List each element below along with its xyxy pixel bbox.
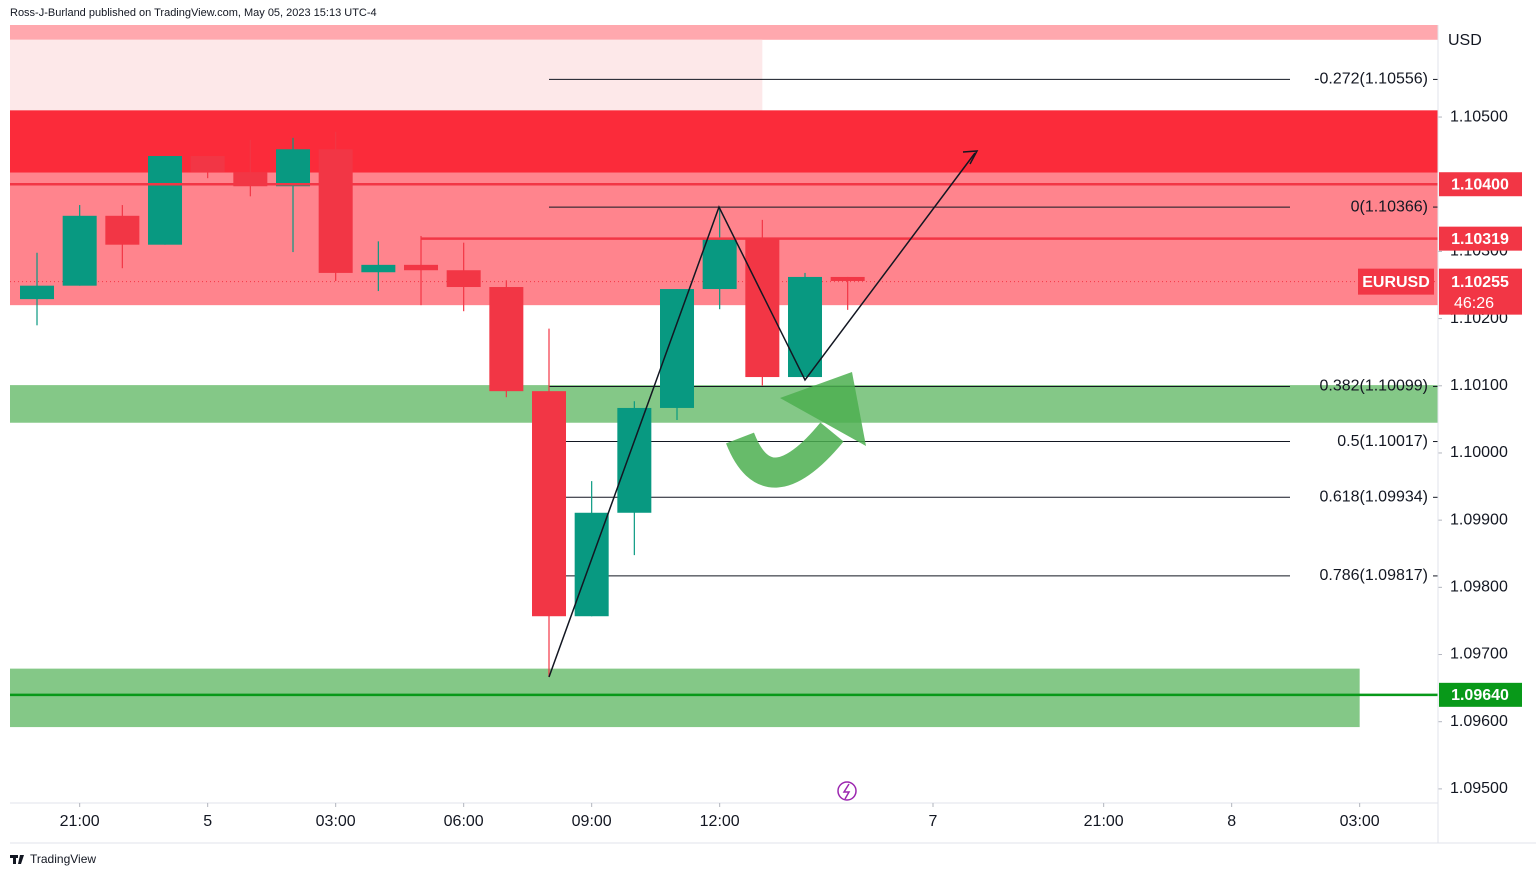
countdown: 46:26 xyxy=(1454,295,1494,312)
last-price-tag xyxy=(1439,268,1522,315)
candle-body xyxy=(276,149,311,187)
logo-part xyxy=(13,855,16,864)
logo xyxy=(10,855,24,864)
x-tick-label: 06:00 xyxy=(444,813,484,830)
zone xyxy=(10,39,763,111)
candle-body xyxy=(148,156,183,245)
candle-body xyxy=(233,172,268,187)
price-tag xyxy=(1439,682,1522,707)
x-tick-label: 21:00 xyxy=(60,813,100,830)
zone xyxy=(10,110,1438,173)
last-price-label: 1.10255 xyxy=(1451,274,1509,291)
y-tick-label: 1.09500 xyxy=(1450,780,1508,797)
event-icon xyxy=(837,781,857,801)
price-tag xyxy=(1439,172,1522,197)
y-tick-label: 1.10000 xyxy=(1450,444,1508,461)
candle-body xyxy=(574,512,609,617)
candle-body xyxy=(20,285,55,300)
x-tick-label: 8 xyxy=(1227,813,1236,830)
arrow-head xyxy=(962,150,979,165)
fib-label: 0.382(1.10099) xyxy=(1319,378,1428,395)
x-tick-label: 09:00 xyxy=(572,813,612,830)
y-tick-label: 1.10100 xyxy=(1450,377,1508,394)
price-tag-label: 1.09640 xyxy=(1451,687,1509,704)
trend-drawing xyxy=(548,152,976,678)
candle-body xyxy=(745,237,780,378)
symbol-tag xyxy=(1358,268,1434,295)
fib-label: 0(1.10366) xyxy=(1351,198,1428,215)
symbol-label: EURUSD xyxy=(1362,274,1430,291)
event-bolt xyxy=(842,783,851,800)
y-tick-label: 1.09800 xyxy=(1450,579,1508,596)
candle-body xyxy=(489,287,524,392)
y-tick-label: 1.10500 xyxy=(1450,108,1508,125)
green-arrow xyxy=(726,422,844,488)
candle-body xyxy=(190,156,225,173)
x-tick-label: 5 xyxy=(203,813,212,830)
fib-label: 0.5(1.10017) xyxy=(1337,433,1428,450)
drawings xyxy=(548,150,979,801)
footer: TradingView xyxy=(30,852,96,866)
candle-body xyxy=(404,264,439,271)
y-tick-label: 1.09700 xyxy=(1450,646,1508,663)
zone xyxy=(10,668,1360,728)
candle-body xyxy=(788,276,823,378)
zone xyxy=(10,25,1438,40)
candle-body xyxy=(532,391,567,617)
green-arrow-head xyxy=(780,372,866,446)
candle-body xyxy=(830,276,865,281)
y-tick-label: 1.09900 xyxy=(1450,511,1508,528)
candle-body xyxy=(446,270,481,288)
x-tick-label: 21:00 xyxy=(1084,813,1124,830)
candle-body xyxy=(660,289,695,408)
x-tick-label: 03:00 xyxy=(316,813,356,830)
price-tag-label: 1.10319 xyxy=(1451,231,1509,248)
fib-label: 0.618(1.09934) xyxy=(1319,489,1428,506)
candle-body xyxy=(105,215,140,245)
candle-body xyxy=(62,215,97,286)
candle-body xyxy=(361,264,396,273)
x-tick-label: 12:00 xyxy=(700,813,740,830)
header: Ross-J-Burland published on TradingView.… xyxy=(10,7,377,19)
fib-label: -0.272(1.10556) xyxy=(1314,71,1428,88)
candle-body xyxy=(617,407,652,513)
logo-part xyxy=(18,855,24,864)
fib-label: 0.786(1.09817) xyxy=(1319,567,1428,584)
y-tick-label: 1.09600 xyxy=(1450,713,1508,730)
price-tag-label: 1.10400 xyxy=(1451,176,1509,193)
x-tick-label: 03:00 xyxy=(1340,813,1380,830)
currency: USD xyxy=(1448,32,1482,49)
price-tag xyxy=(1439,226,1522,251)
candle-body xyxy=(318,149,353,273)
zone xyxy=(10,385,1438,423)
x-tick-label: 7 xyxy=(929,813,938,830)
candle-body xyxy=(702,237,737,290)
